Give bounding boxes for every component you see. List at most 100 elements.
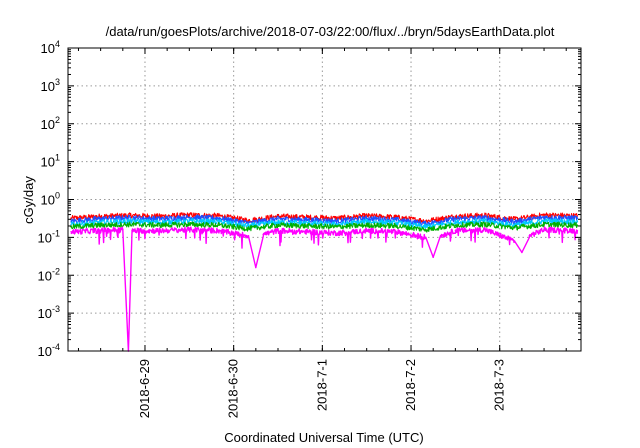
data-point [99, 229, 102, 232]
data-point [336, 223, 338, 226]
data-point [306, 225, 309, 227]
y-tick-text: 10-1 [38, 228, 60, 245]
data-point [543, 214, 545, 216]
series-line [70, 212, 578, 224]
data-point [425, 228, 427, 231]
y-axis-label: cGy/day [21, 176, 36, 224]
x-axis: 2018-6-29 2018-6-30 2018-7-1 2018-7-2 2018-7… [77, 48, 567, 418]
y-tick-text: 10-4 [38, 342, 60, 359]
data-point [188, 223, 191, 226]
data-point [159, 221, 161, 224]
series-2 [70, 214, 579, 227]
data-point [99, 215, 102, 218]
grid [68, 48, 581, 351]
data-point [159, 229, 161, 232]
data-point [425, 236, 427, 239]
series-layer [70, 212, 579, 352]
data-point [277, 229, 279, 232]
data-point [454, 229, 457, 232]
data-point [395, 222, 398, 224]
data-point [129, 223, 131, 226]
data-point [306, 222, 309, 224]
y-axis: 10-4 10-3 10-2 10-1 100 101 102 103 104 [38, 39, 581, 359]
y-tick-text: 10-3 [38, 304, 60, 321]
series-line [70, 221, 578, 233]
data-point [129, 220, 131, 222]
y-tick-label: 10-3 [38, 304, 60, 321]
data-point [131, 229, 133, 232]
data-point [521, 251, 523, 254]
data-point [425, 226, 427, 228]
data-point [159, 224, 161, 226]
data-point [395, 225, 398, 227]
data-point [218, 224, 220, 226]
series-line [70, 217, 578, 230]
data-point [99, 224, 102, 226]
series-line [70, 226, 578, 352]
y-tick-label: 10-2 [38, 266, 60, 283]
data-point [543, 220, 545, 222]
data-point [262, 233, 265, 236]
data-point [188, 228, 191, 231]
data-point [576, 224, 579, 226]
y-tick-label: 10-4 [38, 342, 60, 359]
data-point [454, 224, 457, 226]
data-point [365, 224, 368, 226]
data-point [432, 256, 435, 259]
data-point [306, 216, 309, 218]
data-point [543, 223, 545, 226]
data-point [255, 266, 257, 269]
data-point [306, 231, 309, 233]
data-point [528, 235, 531, 237]
y-tick-label: 102 [41, 115, 60, 132]
data-point [484, 228, 486, 231]
data-point [513, 240, 516, 242]
y-tick-text: 104 [41, 39, 60, 56]
data-point [218, 217, 220, 219]
data-point [576, 220, 579, 223]
data-point [484, 223, 486, 226]
data-point [513, 226, 516, 229]
x-tick-label: 2018-7-2 [403, 359, 418, 411]
data-point [395, 219, 398, 221]
data-point [188, 214, 191, 216]
data-point [247, 219, 250, 222]
data-point [277, 218, 279, 220]
x-tick-label: 2018-7-1 [314, 359, 329, 411]
data-point [513, 218, 516, 221]
data-point [277, 224, 279, 226]
data-point [543, 228, 545, 231]
data-point [454, 221, 457, 224]
data-point [70, 231, 72, 233]
x-tick-label: 2018-6-30 [226, 359, 241, 418]
y-tick-label: 101 [41, 153, 60, 170]
data-point [543, 216, 545, 218]
series-line [70, 214, 578, 227]
data-point [365, 220, 368, 223]
data-point [576, 229, 579, 232]
x-tick-label: 2018-7-3 [492, 359, 507, 411]
data-point [159, 218, 161, 220]
data-point [70, 223, 72, 226]
y-tick-label: 10-1 [38, 228, 60, 245]
y-tick-text: 102 [41, 115, 60, 132]
data-point [99, 218, 102, 220]
data-point [336, 220, 338, 222]
series-3 [70, 217, 579, 230]
data-point [336, 226, 338, 228]
data-point [218, 215, 220, 217]
data-point [218, 220, 220, 223]
data-point [454, 218, 457, 220]
data-point [484, 220, 486, 222]
data-point [439, 235, 442, 237]
data-point [70, 217, 72, 219]
data-point [336, 232, 338, 234]
chart-title: /data/run/goesPlots/archive/2018-07-03/2… [106, 24, 555, 39]
data-point [576, 215, 579, 217]
series-5 [70, 226, 579, 352]
data-point [484, 216, 486, 219]
data-point [247, 235, 250, 237]
data-point [277, 221, 279, 224]
series-4 [70, 221, 579, 233]
data-point [218, 229, 220, 232]
